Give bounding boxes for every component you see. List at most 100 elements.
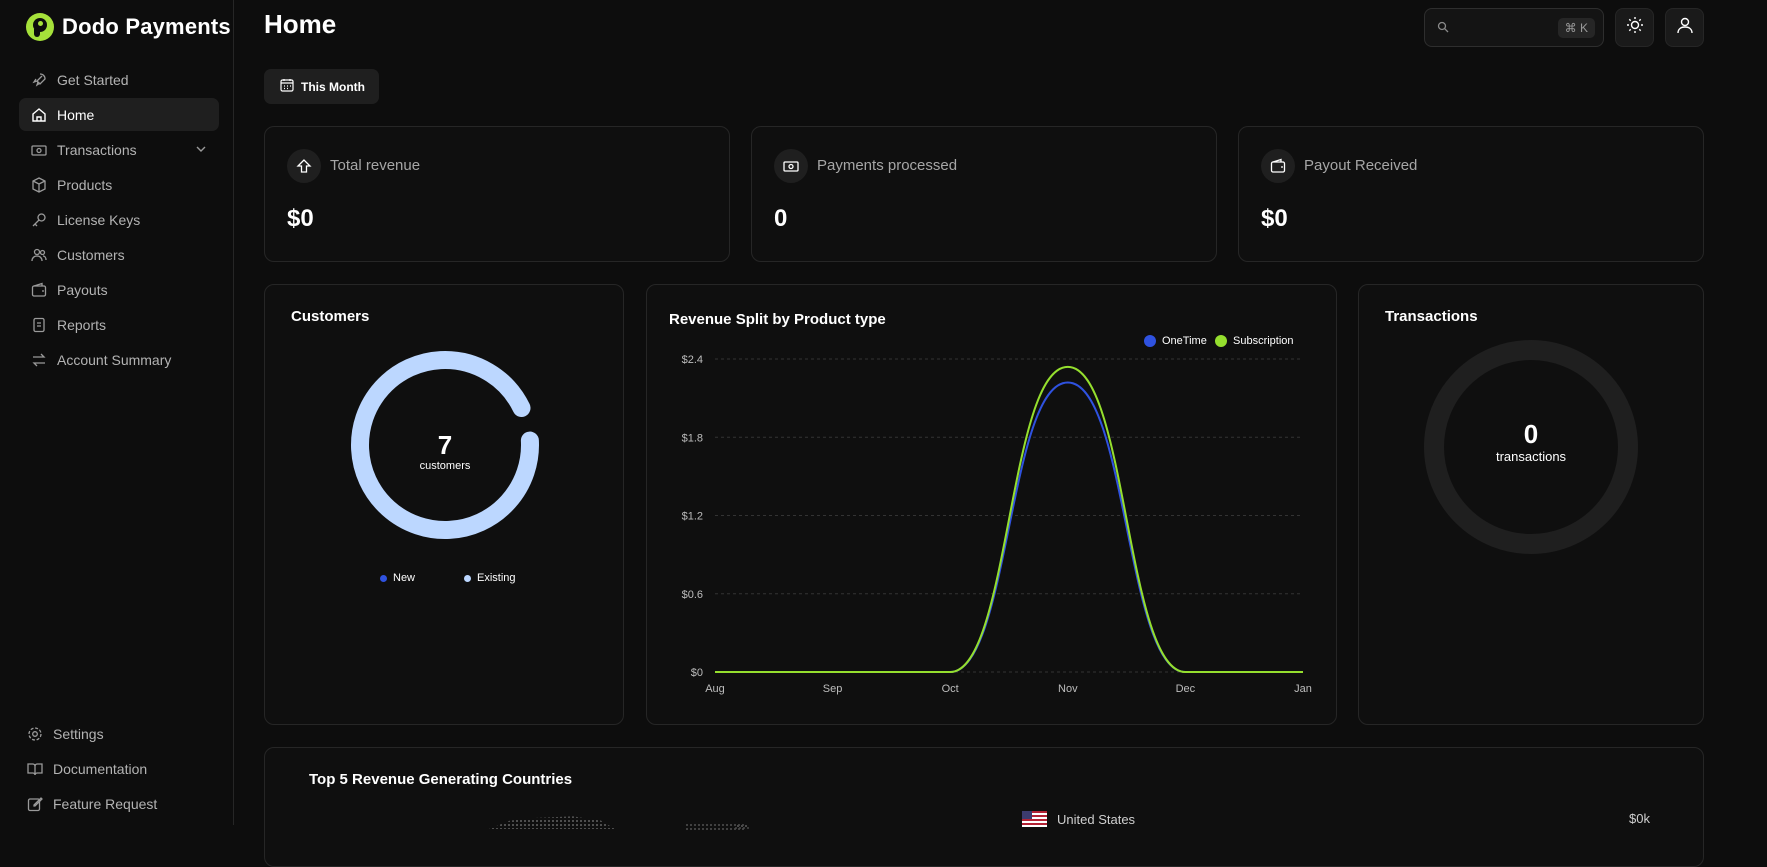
x-tick-label: Dec <box>1176 683 1196 695</box>
country-value: $0k <box>1629 811 1650 826</box>
stat-card-payments-processed: Payments processed 0 <box>751 126 1217 262</box>
sidebar: Dodo Payments Get Started Home Transacti… <box>0 0 234 825</box>
brand-name: Dodo Payments <box>62 14 231 39</box>
series-line-subscription[interactable] <box>714 365 1303 673</box>
stat-card-total-revenue: Total revenue $0 <box>264 126 730 262</box>
y-tick-label: $1.8 <box>682 432 703 444</box>
key-icon <box>31 212 47 228</box>
report-icon <box>31 317 47 333</box>
profile-button[interactable] <box>1665 8 1704 47</box>
arrow-up-icon <box>287 149 321 183</box>
package-icon <box>31 176 47 193</box>
sidebar-item-label: Home <box>57 106 95 123</box>
transactions-donut-chart <box>1424 340 1638 554</box>
arrows-icon <box>31 352 47 368</box>
sidebar-item-customers[interactable]: Customers <box>19 238 219 271</box>
stat-value: 0 <box>774 205 788 232</box>
legend-label: New <box>393 572 416 584</box>
sidebar-item-label: Get Started <box>57 71 129 88</box>
customers-donut-chart <box>351 351 539 539</box>
sidebar-item-license-keys[interactable]: License Keys <box>19 203 219 236</box>
sidebar-item-transactions[interactable]: Transactions <box>19 133 219 166</box>
gear-icon <box>27 726 43 742</box>
legend-item-subscription[interactable]: Subscription <box>1215 335 1294 347</box>
transactions-card: Transactions 0 transactions <box>1358 284 1704 725</box>
sidebar-item-home[interactable]: Home <box>19 98 219 131</box>
date-filter-label: This Month <box>301 79 365 94</box>
sidebar-item-account-summary[interactable]: Account Summary <box>19 343 219 376</box>
y-tick-label: $0.6 <box>682 589 703 601</box>
rocket-icon <box>31 72 47 88</box>
y-tick-label: $2.4 <box>682 354 703 366</box>
banknote-icon <box>31 142 47 158</box>
x-tick-label: Jan <box>1294 683 1312 695</box>
legend-dot <box>380 574 387 582</box>
legend-item-new[interactable]: New <box>380 572 415 584</box>
sun-icon <box>1626 16 1644 39</box>
sidebar-item-label: Account Summary <box>57 351 172 368</box>
wallet-icon <box>31 282 47 298</box>
stat-label: Payout Received <box>1304 157 1418 174</box>
chevron-down-icon[interactable] <box>195 142 207 158</box>
donut-track <box>1424 340 1638 554</box>
customers-center: 7 customers <box>385 430 505 472</box>
world-map-dots <box>685 823 745 831</box>
legend-label: Subscription <box>1233 335 1294 347</box>
customers-count-label: customers <box>419 460 471 472</box>
legend-item-existing[interactable]: Existing <box>464 572 516 584</box>
sidebar-item-documentation[interactable]: Documentation <box>19 752 219 785</box>
theme-toggle-button[interactable] <box>1615 8 1654 47</box>
legend-item-onetime[interactable]: OneTime <box>1144 335 1207 347</box>
sidebar-item-feature-request[interactable]: Feature Request <box>19 787 219 820</box>
legend-label: OneTime <box>1162 335 1207 347</box>
sidebar-item-label: Transactions <box>57 141 137 158</box>
customers-count: 7 <box>437 430 453 460</box>
legend-dot <box>1215 335 1227 347</box>
y-tick-label: $0 <box>691 667 703 679</box>
search-input[interactable] <box>1455 17 1559 39</box>
x-tick-label: Nov <box>1058 683 1078 695</box>
sidebar-item-label: License Keys <box>57 211 141 228</box>
search-shortcut: ⌘ K <box>1557 18 1595 38</box>
revenue-chart-card: Revenue Split by Product type OneTime Su… <box>646 284 1337 725</box>
y-tick-label: $1.2 <box>682 511 703 523</box>
country-name: United States <box>1057 811 1136 827</box>
x-tick-label: Sep <box>823 683 843 695</box>
card-title: Transactions <box>1385 308 1478 325</box>
series-line-onetime[interactable] <box>714 381 1303 673</box>
legend-label: Existing <box>477 572 516 584</box>
page-title: Home <box>264 9 337 39</box>
transactions-count-label: transactions <box>1495 449 1567 464</box>
sidebar-item-products[interactable]: Products <box>19 168 219 201</box>
sidebar-item-label: Documentation <box>53 760 148 777</box>
home-icon <box>31 107 47 123</box>
edit-icon <box>27 796 43 812</box>
stat-card-payout-received: Payout Received $0 <box>1238 126 1704 262</box>
x-tick-label: Oct <box>942 683 959 695</box>
search-icon <box>1437 20 1449 38</box>
sidebar-item-label: Settings <box>53 725 104 742</box>
card-title: Revenue Split by Product type <box>669 311 886 328</box>
revenue-line-chart: $0 $0.6 $1.2 $1.8 $2.4 Aug Sep Oct Nov Dec Jan <box>682 354 1312 695</box>
brand[interactable]: Dodo Payments <box>26 12 231 42</box>
sidebar-bottom-nav: Settings Documentation Feature Request <box>19 717 219 822</box>
search-box[interactable]: ⌘ K <box>1424 8 1604 47</box>
sidebar-item-settings[interactable]: Settings <box>19 717 219 750</box>
transactions-count: 0 <box>1523 419 1539 449</box>
stat-value: $0 <box>287 205 314 232</box>
sidebar-item-reports[interactable]: Reports <box>19 308 219 341</box>
stat-label: Total revenue <box>330 157 421 174</box>
sidebar-item-label: Feature Request <box>53 795 158 812</box>
sidebar-nav: Get Started Home Transactions Products L… <box>19 63 219 378</box>
country-row[interactable]: United States <box>1022 811 1135 827</box>
dodo-logo-icon <box>26 13 54 41</box>
stat-label: Payments processed <box>817 157 958 174</box>
date-filter-button[interactable]: This Month <box>264 69 379 104</box>
sidebar-item-get-started[interactable]: Get Started <box>19 63 219 96</box>
legend-dot <box>464 574 471 582</box>
customers-card: Customers 7 customers New Existing <box>264 284 624 725</box>
stat-value: $0 <box>1261 205 1288 232</box>
user-icon <box>1676 16 1694 39</box>
donut-segment-existing[interactable] <box>351 351 539 539</box>
sidebar-item-payouts[interactable]: Payouts <box>19 273 219 306</box>
